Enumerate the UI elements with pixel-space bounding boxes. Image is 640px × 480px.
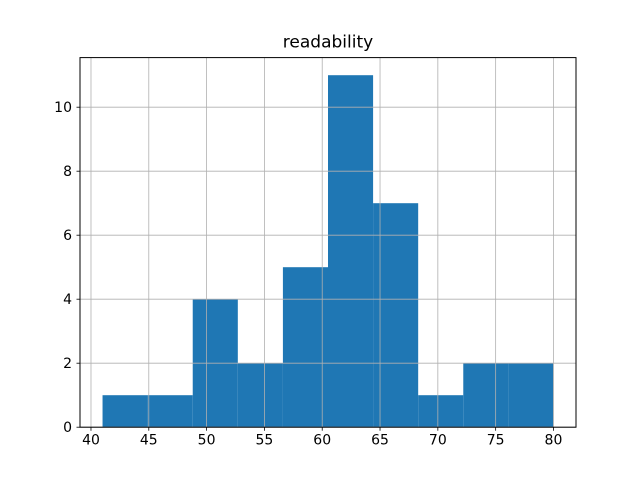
histogram-bar xyxy=(418,395,464,428)
x-tick-label: 75 xyxy=(487,433,505,449)
grid-layer xyxy=(80,57,576,428)
y-tick-label: 10 xyxy=(54,100,72,116)
x-tick-label: 65 xyxy=(371,433,389,449)
y-tick-label: 0 xyxy=(63,420,72,436)
y-tick-label: 6 xyxy=(63,228,72,244)
y-tick-label: 8 xyxy=(63,164,72,180)
plot-border xyxy=(79,57,577,428)
x-tick-label: 70 xyxy=(429,433,447,449)
spine-layer xyxy=(79,57,577,428)
tick-layer: 40 45 50 55 60 65 70 75 80 0 2 4 6 8 10 xyxy=(54,100,562,449)
histogram-bar xyxy=(328,75,374,428)
y-tick-label: 4 xyxy=(63,292,72,308)
x-tick-label: 45 xyxy=(140,433,158,449)
histogram-bar xyxy=(237,363,283,428)
y-tick-label: 2 xyxy=(63,356,72,372)
x-tick-label: 55 xyxy=(255,433,273,449)
chart-title: readability xyxy=(283,33,373,53)
histogram-bar xyxy=(282,267,328,428)
histogram-bar xyxy=(147,395,193,428)
histogram-bar xyxy=(508,363,554,428)
histogram-bar xyxy=(463,363,509,428)
x-tick-label: 50 xyxy=(198,433,216,449)
histogram-bar xyxy=(102,395,148,428)
x-tick-label: 80 xyxy=(545,433,563,449)
bars-layer xyxy=(102,75,554,428)
x-tick-label: 40 xyxy=(82,433,100,449)
histogram-bar xyxy=(373,203,419,428)
x-tick-label: 60 xyxy=(313,433,331,449)
